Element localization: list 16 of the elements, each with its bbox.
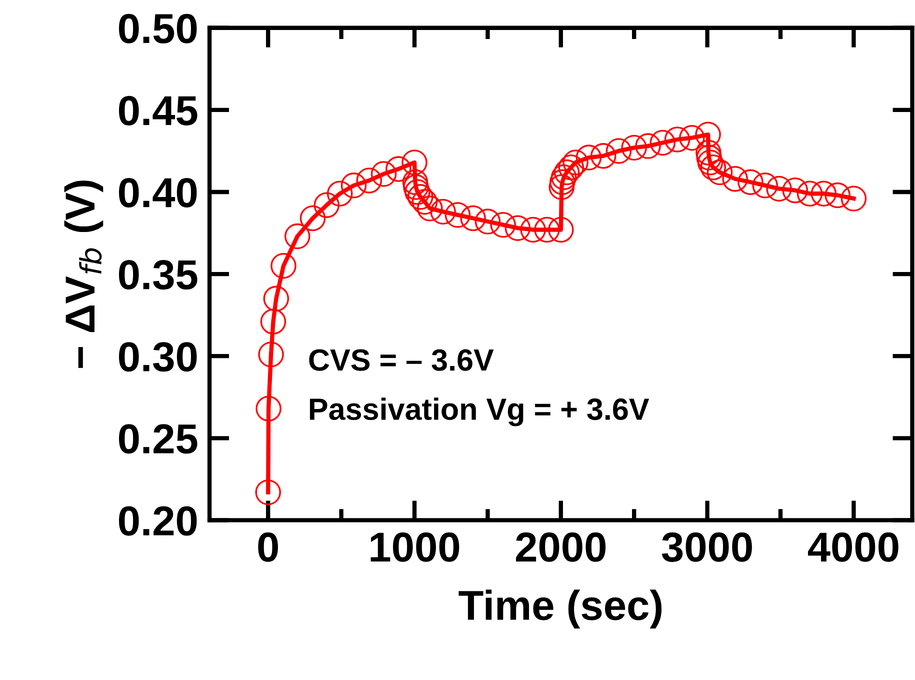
y-tick-label: 0.45 [118,96,198,126]
y-tick-label: 0.30 [118,342,197,372]
y-tick-label: 0.50 [118,14,197,44]
x-tick-label: 3000 [662,532,752,562]
x-tick-label: 4000 [808,532,898,562]
y-axis-title: − ΔV$_{fb}$ (V) [64,180,104,368]
y-tick-label: 0.35 [118,260,198,290]
annotation: Passivation Vg = + 3.6V [310,398,650,426]
y-tick-label: 0.20 [118,506,197,536]
annotation: CVS = – 3.6V [309,349,494,371]
y-tick-label: 0.40 [118,178,197,208]
y-tick-label: 0.25 [118,424,198,454]
x-axis-title: Time (sec) [458,590,662,628]
x-tick-label: 2000 [516,532,606,562]
x-tick-label: 1000 [370,532,460,562]
x-tick-label: 0 [258,532,278,562]
